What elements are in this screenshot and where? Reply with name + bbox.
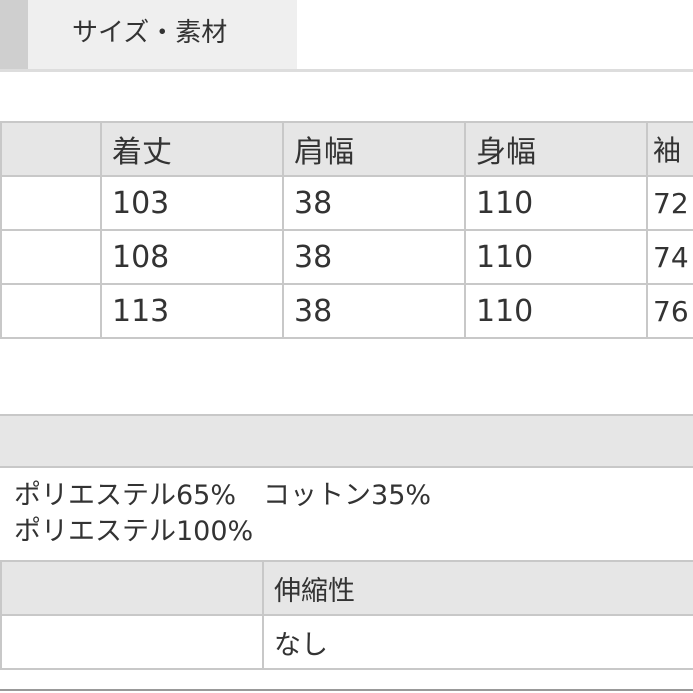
cell: 38 [282,283,466,339]
cell: 76 [646,283,693,339]
tab-size-material[interactable]: サイズ・素材 [28,0,297,70]
header-cell: 着丈 [100,121,284,177]
size-table: 着丈 肩幅 身幅 袖 103 38 110 72 108 38 110 74 1… [0,121,693,339]
stretch-table: 伸縮性 なし [0,560,693,670]
material-line: ポリエステル65% コットン35% [14,480,432,511]
cell: 38 [282,229,466,285]
cell: 72 [646,175,693,231]
header-cell [0,560,264,616]
cell [0,614,264,670]
material-line: ポリエステル100% [14,516,254,547]
table-header-row: 着丈 肩幅 身幅 袖 [0,121,693,177]
cell: 110 [464,229,648,285]
table-row: 103 38 110 72 [0,175,693,231]
material-header [0,414,693,468]
divider [0,689,693,691]
tab-indicator [0,0,28,70]
cell: 110 [464,175,648,231]
table-row: 113 38 110 76 [0,283,693,339]
table-header-row: 伸縮性 [0,560,693,616]
cell [0,175,102,231]
header-cell: 身幅 [464,121,648,177]
header-cell [0,121,102,177]
cell: 103 [100,175,284,231]
table-row: なし [0,614,693,670]
table-row: 108 38 110 74 [0,229,693,285]
cell [0,229,102,285]
header-cell: 肩幅 [282,121,466,177]
cell: 113 [100,283,284,339]
material-text: ポリエステル65% コットン35% ポリエステル100% [14,478,431,550]
header-cell: 伸縮性 [262,560,693,616]
cell [0,283,102,339]
header-cell: 袖 [646,121,693,177]
cell: 110 [464,283,648,339]
cell: なし [262,614,693,670]
cell: 38 [282,175,466,231]
divider [0,69,693,72]
cell: 108 [100,229,284,285]
cell: 74 [646,229,693,285]
